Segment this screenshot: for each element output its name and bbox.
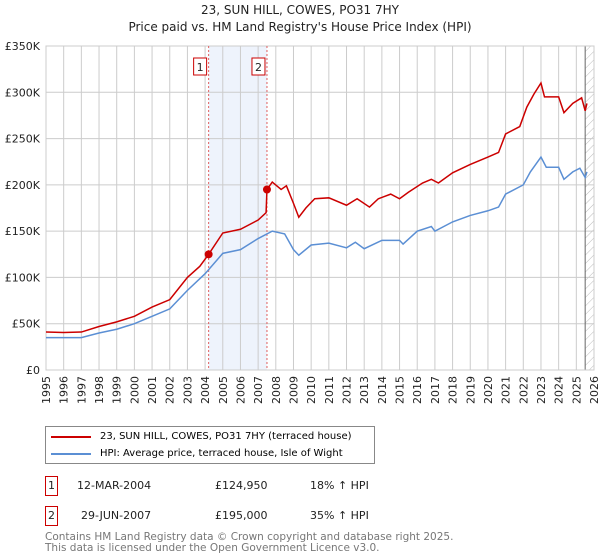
x-tick-label: 2019	[464, 376, 477, 404]
x-tick-label: 2011	[323, 376, 336, 404]
x-tick-label: 2025	[570, 376, 583, 404]
forecast-hatch	[585, 46, 594, 370]
x-tick-label: 1998	[93, 376, 106, 404]
sale-label: 2	[255, 61, 262, 74]
sale-label: 1	[197, 61, 204, 74]
x-tick-label: 2009	[287, 376, 300, 404]
plot-frame	[45, 45, 595, 371]
transaction-price: £195,000	[215, 509, 268, 522]
legend-label-hpi: HPI: Average price, terraced house, Isle…	[100, 448, 343, 459]
x-tick-label: 2014	[376, 376, 389, 404]
y-tick-label: £150K	[5, 225, 41, 238]
x-tick-label: 2026	[588, 376, 600, 404]
sale-point	[262, 185, 271, 194]
x-tick-label: 2005	[217, 376, 230, 404]
x-tick-label: 2022	[517, 376, 530, 404]
x-tick-label: 2023	[535, 376, 548, 404]
transaction-date: 12-MAR-2004	[77, 479, 152, 492]
chart-subtitle: Price paid vs. HM Land Registry's House …	[128, 20, 472, 34]
y-tick-label: £250K	[5, 133, 41, 146]
y-tick-label: £350K	[5, 40, 41, 53]
legend-label-property: 23, SUN HILL, COWES, PO31 7HY (terraced …	[100, 431, 352, 442]
y-tick-label: £200K	[5, 179, 41, 192]
sale-label-box	[251, 57, 266, 76]
x-tick-label: 2012	[341, 376, 354, 404]
x-tick-label: 1997	[75, 376, 88, 404]
y-tick-label: £0	[26, 364, 40, 377]
x-tick-label: 2004	[199, 376, 212, 404]
transaction-price: £124,950	[215, 479, 268, 492]
footer: Contains HM Land Registry data © Crown c…	[45, 532, 453, 554]
x-tick-label: 2018	[447, 376, 460, 404]
x-tick-label: 2024	[553, 376, 566, 404]
y-tick-label: £300K	[5, 86, 41, 99]
x-tick-label: 1995	[40, 376, 53, 404]
x-tick-label: 2003	[181, 376, 194, 404]
x-tick-label: 2013	[358, 376, 371, 404]
series-line	[45, 81, 588, 334]
y-tick-label: £50K	[12, 318, 41, 331]
x-tick-label: 2010	[305, 376, 318, 404]
x-tick-label: 2007	[252, 376, 265, 404]
x-tick-label: 2017	[429, 376, 442, 404]
footer-copyright: Contains HM Land Registry data © Crown c…	[45, 531, 454, 543]
x-tick-label: 2016	[411, 376, 424, 404]
transaction-number: 1	[45, 476, 58, 496]
line-chart: 1995 1996 1997 1998 1999 2000 2001 2002 2003 2004…	[5, 40, 600, 404]
transaction-date: 29-JUN-2007	[81, 509, 152, 522]
shaded-period	[208, 46, 267, 370]
chart-title: 23, SUN HILL, COWES, PO31 7HY	[201, 3, 399, 17]
transaction-hpi: 35% ↑ HPI	[310, 509, 369, 522]
y-tick-label: £100K	[5, 271, 41, 284]
x-tick-label: 1999	[111, 376, 124, 404]
x-tick-label: 2002	[164, 376, 177, 404]
x-tick-label: 2000	[128, 376, 141, 404]
series-line	[46, 155, 588, 339]
x-tick-label: 2021	[500, 376, 513, 404]
legend-swatch-hpi	[51, 452, 91, 455]
legend: 23, SUN HILL, COWES, PO31 7HY (terraced …	[45, 426, 375, 464]
legend-swatch-property	[51, 435, 91, 438]
x-tick-label: 2008	[270, 376, 283, 404]
x-tick-label: 2015	[394, 376, 407, 404]
transaction-hpi: 18% ↑ HPI	[310, 479, 369, 492]
sale-label-box	[193, 57, 208, 76]
x-tick-label: 2020	[482, 376, 495, 404]
footer-licence: This data is licensed under the Open Gov…	[45, 542, 380, 554]
transaction-number: 2	[45, 506, 58, 526]
x-tick-label: 2001	[146, 376, 159, 404]
sale-point	[204, 250, 213, 259]
x-tick-label: 2006	[234, 376, 247, 404]
x-tick-label: 1996	[58, 376, 71, 404]
